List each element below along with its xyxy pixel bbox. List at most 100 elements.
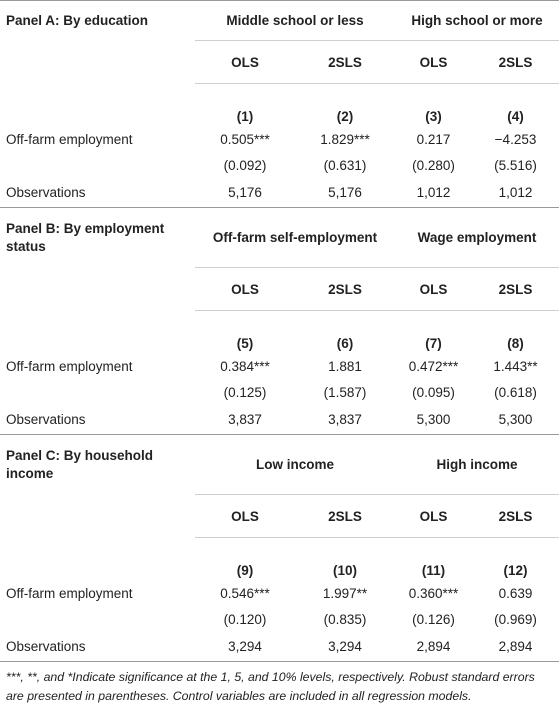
coefficient: 1.881: [328, 358, 362, 374]
standard-error: (1.587): [323, 384, 367, 400]
observations: 3,294: [195, 632, 295, 662]
column-number: (7): [425, 336, 442, 351]
method-row: OLS 2SLS OLS 2SLS: [0, 494, 559, 538]
panel-title: Panel A: By education: [0, 0, 195, 41]
column-number-row: (1) (2) (3) (4): [0, 84, 559, 127]
coefficient: 0.546***: [220, 585, 270, 601]
empty-cell: [0, 41, 195, 84]
method-label: 2SLS: [295, 40, 395, 84]
observations: 1,012: [395, 178, 472, 208]
panel-title: Panel B: By employment status: [6, 220, 165, 254]
column-number: (10): [332, 563, 357, 578]
empty-cell: [0, 538, 195, 581]
method-label: OLS: [395, 40, 472, 84]
standard-error: (0.969): [494, 611, 537, 627]
coefficient: 0.360***: [408, 585, 459, 601]
coefficient: 0.217: [416, 131, 451, 147]
standard-error: (0.618): [494, 384, 537, 400]
group-header: High income: [395, 434, 559, 495]
standard-error: (0.095): [412, 384, 455, 400]
column-number-row: (9) (10) (11) (12): [0, 538, 559, 581]
observations-row: Observations 3,837 3,837 5,300 5,300: [0, 405, 559, 435]
method-label: 2SLS: [295, 494, 395, 538]
row-label: Off-farm employment: [6, 585, 133, 601]
column-number: (6): [336, 336, 354, 351]
method-label: 2SLS: [472, 40, 559, 84]
observations-row: Observations 3,294 3,294 2,894 2,894: [0, 632, 559, 662]
panel-title: Panel C: By household income: [6, 447, 154, 481]
empty-cell: [0, 84, 195, 127]
column-number-row: (5) (6) (7) (8): [0, 311, 559, 354]
column-number: (5): [236, 336, 254, 351]
observations: 2,894: [395, 632, 472, 662]
standard-error-row: (0.092) (0.631) (0.280) (5.516): [0, 152, 559, 178]
coefficient: 0.505***: [220, 131, 270, 147]
group-header: Low income: [195, 434, 395, 495]
group-header: Wage employment: [395, 207, 559, 268]
column-number: (3): [425, 109, 442, 124]
column-number: (9): [236, 563, 254, 578]
group-header: Off-farm self-employment: [195, 207, 395, 268]
observations: 1,012: [472, 178, 559, 208]
group-header: Middle school or less: [195, 0, 395, 41]
group-header: High school or more: [395, 0, 559, 41]
observations: 3,837: [195, 405, 295, 435]
standard-error: (0.092): [223, 157, 267, 173]
coefficient: −4.253: [494, 131, 537, 147]
row-label: Observations: [0, 178, 195, 208]
panel-header: Panel A: By education Middle school or le…: [0, 0, 559, 41]
empty-cell: [0, 311, 195, 354]
footnote: ***, **, and *Indicate significance at t…: [6, 670, 535, 703]
empty-cell: [0, 268, 195, 311]
coefficient: 1.997**: [322, 585, 368, 601]
standard-error-row: (0.125) (1.587) (0.095) (0.618): [0, 379, 559, 405]
row-label: Off-farm employment: [6, 358, 133, 374]
row-label: Observations: [0, 405, 195, 435]
column-number: (1): [236, 109, 254, 124]
standard-error: (0.126): [412, 611, 455, 627]
observations: 5,176: [195, 178, 295, 208]
row-label: Observations: [0, 632, 195, 662]
standard-error-row: (0.120) (0.835) (0.126) (0.969): [0, 606, 559, 632]
observations: 5,300: [395, 405, 472, 435]
method-row: OLS 2SLS OLS 2SLS: [0, 40, 559, 84]
method-label: OLS: [195, 40, 295, 84]
column-number: (4): [507, 109, 524, 124]
standard-error: (0.631): [323, 157, 367, 173]
standard-error: (0.835): [323, 611, 367, 627]
panel-header: Panel C: By household income Low income Hi…: [0, 434, 559, 495]
coefficient: 1.443**: [493, 358, 538, 374]
method-row: OLS 2SLS OLS 2SLS: [0, 267, 559, 311]
coefficient-row: Off-farm employment 0.505*** 1.829*** 0.217…: [0, 126, 559, 152]
coefficient: 0.472***: [408, 358, 459, 374]
method-label: 2SLS: [295, 267, 395, 311]
column-number: (2): [336, 109, 354, 124]
panel-header: Panel B: By employment status Off-farm se…: [0, 207, 559, 268]
empty-cell: [0, 606, 195, 632]
method-label: OLS: [195, 267, 295, 311]
column-number: (8): [507, 336, 524, 351]
method-label: OLS: [195, 494, 295, 538]
coefficient: 1.829***: [320, 131, 370, 147]
method-label: 2SLS: [472, 267, 559, 311]
column-number: (12): [503, 563, 528, 578]
method-label: OLS: [395, 267, 472, 311]
method-label: OLS: [395, 494, 472, 538]
observations: 5,176: [295, 178, 395, 208]
coefficient-row: Off-farm employment 0.546*** 1.997** 0.360*…: [0, 580, 559, 606]
observations: 5,300: [472, 405, 559, 435]
empty-cell: [0, 379, 195, 405]
standard-error: (0.280): [412, 157, 455, 173]
coefficient-row: Off-farm employment 0.384*** 1.881 0.472***…: [0, 353, 559, 379]
observations: 2,894: [472, 632, 559, 662]
column-number: (11): [421, 563, 446, 578]
standard-error: (0.120): [223, 611, 267, 627]
standard-error: (0.125): [223, 384, 267, 400]
standard-error: (5.516): [494, 157, 537, 173]
row-label: Off-farm employment: [6, 131, 133, 147]
observations: 3,294: [295, 632, 395, 662]
empty-cell: [0, 495, 195, 538]
method-label: 2SLS: [472, 494, 559, 538]
coefficient: 0.384***: [220, 358, 270, 374]
coefficient: 0.639: [498, 585, 533, 601]
